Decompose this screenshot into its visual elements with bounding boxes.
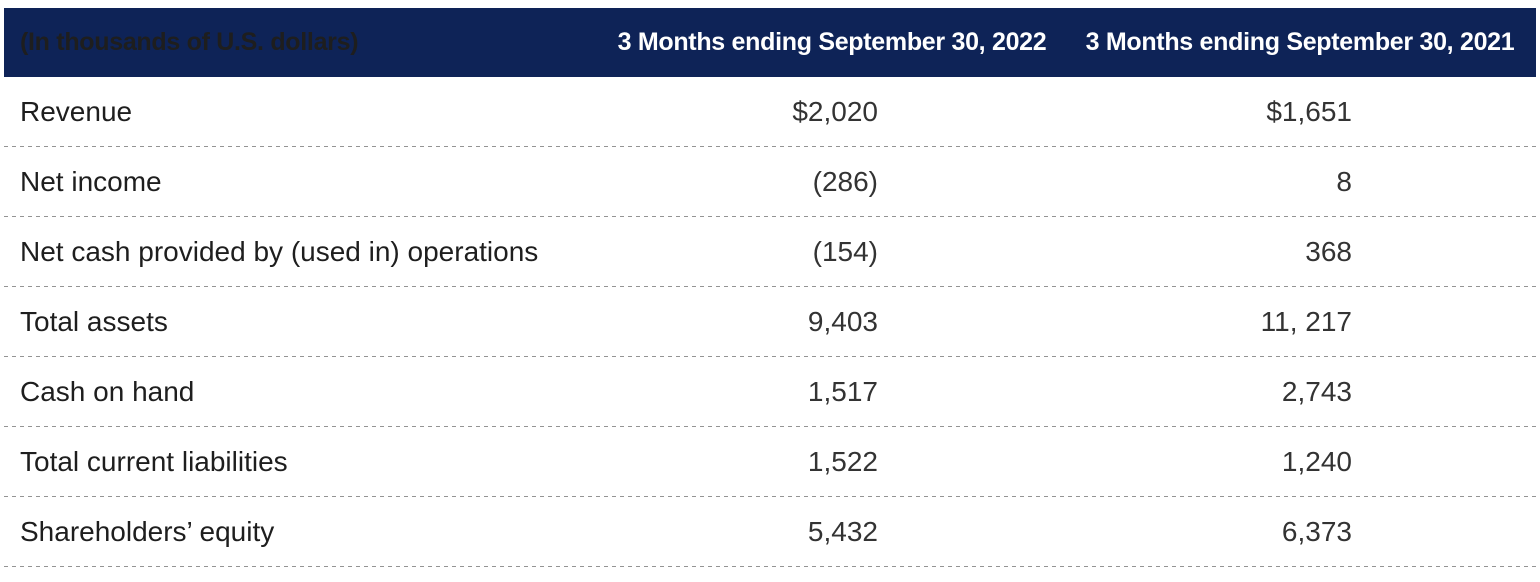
row-label: Net cash provided by (used in) operation… [20,236,539,267]
row-label: Total assets [20,306,168,337]
table-row: Revenue $2,020 $1,651 [4,77,1536,147]
value-2022: 1,517 [807,376,878,407]
value-2021: 8 [1336,166,1352,197]
value-2021: 1,240 [1281,446,1352,477]
table-header: (In thousands of U.S. dollars) 3 Months … [4,8,1536,77]
column-header-2022: 3 Months ending September 30, 2022 [617,28,1047,56]
value-2021: 2,743 [1281,376,1352,407]
row-label: Shareholders’ equity [20,516,275,547]
value-2022: 5,432 [807,516,878,547]
table-row: Cash on hand 1,517 2,743 [4,357,1536,427]
value-2021: 11, 217 [1260,306,1352,337]
row-label: Revenue [20,96,133,127]
table-row: Shareholders’ equity 5,432 6,373 [4,497,1536,567]
value-2021: $1,651 [1266,96,1352,127]
value-2021: 6,373 [1281,516,1352,547]
financial-summary-table: (In thousands of U.S. dollars) 3 Months … [4,8,1536,567]
table-row: Net income (286) 8 [4,147,1536,217]
table-row: Net cash provided by (used in) operation… [4,217,1536,287]
value-2022: (286) [812,166,878,197]
row-label: Net income [20,166,162,197]
value-2021: 368 [1305,236,1352,267]
unit-label: (In thousands of U.S. dollars) [20,28,359,56]
column-header-2021: 3 Months ending September 30, 2021 [1085,28,1515,56]
value-2022: 9,403 [807,306,878,337]
row-label: Cash on hand [20,376,195,407]
value-2022: 1,522 [807,446,878,477]
value-2022: (154) [812,236,878,267]
value-2022: $2,020 [792,96,878,127]
row-label: Total current liabilities [20,446,288,477]
table-row: Total current liabilities 1,522 1,240 [4,427,1536,497]
table-row: Total assets 9,403 11, 217 [4,287,1536,357]
